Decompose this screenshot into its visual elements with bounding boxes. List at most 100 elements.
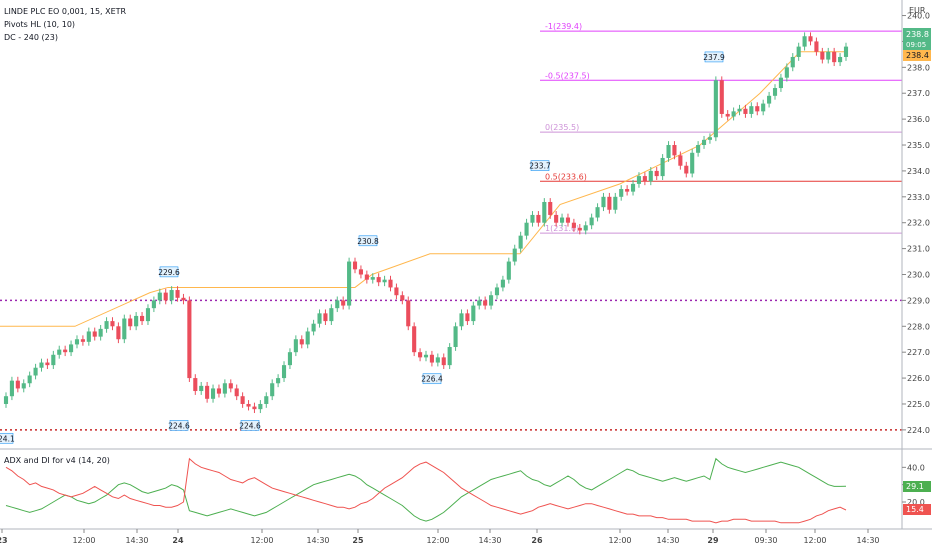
candle-body <box>494 287 500 296</box>
last-price-countdown: 09:05 <box>906 41 926 49</box>
candle-body <box>678 155 683 166</box>
pivot-box <box>422 373 442 385</box>
last-price-badge <box>903 28 931 50</box>
candle-body <box>329 308 334 322</box>
candle-body <box>548 201 553 215</box>
candle-body <box>725 113 730 117</box>
candle-body <box>453 326 458 348</box>
candle-body <box>589 217 594 226</box>
donchian-channel <box>0 51 846 327</box>
candle-body <box>21 383 26 389</box>
candle-body <box>660 157 665 177</box>
x-tick-label: 14:30 <box>856 536 879 545</box>
candle-body <box>672 145 677 156</box>
x-tick-label: 12:00 <box>72 536 95 545</box>
candle-body <box>731 111 736 117</box>
candle-body <box>157 292 162 301</box>
candle-body <box>843 46 849 57</box>
candle-body <box>299 339 304 345</box>
candle-body <box>838 56 843 63</box>
candle-body <box>707 137 712 140</box>
candle-body <box>252 406 257 410</box>
donchian-value: 238.4 <box>906 51 929 60</box>
candle-body <box>814 41 819 52</box>
candle-body <box>489 295 494 306</box>
candle-body <box>39 362 44 368</box>
candle-body <box>500 279 505 288</box>
y-tick-label: 235.0 <box>907 141 930 150</box>
candle-body <box>181 297 186 301</box>
donchian-line <box>0 51 846 327</box>
pivot-box <box>240 420 260 431</box>
candle-body <box>577 227 582 231</box>
candle-body <box>323 313 328 322</box>
candle-body <box>151 300 156 309</box>
x-tick-label: 14:30 <box>478 536 501 545</box>
x-tick-label: 23 <box>0 536 8 545</box>
candle-body <box>51 354 56 366</box>
candle-body <box>406 300 411 327</box>
candle-body <box>276 378 281 384</box>
x-tick-label: 24 <box>172 536 184 545</box>
candle-body <box>33 367 38 376</box>
candle-body <box>471 305 476 322</box>
candle-body <box>613 196 618 210</box>
candle-body <box>583 225 588 231</box>
candle-body <box>684 165 689 174</box>
candle-body <box>749 106 754 114</box>
di-minus-value: 15.4 <box>906 505 924 514</box>
di-minus-line <box>5 457 847 524</box>
pivot-label: 233.7 <box>529 162 551 171</box>
adx-di-panel <box>5 457 847 524</box>
candle-body <box>187 300 192 379</box>
candle-body <box>435 357 440 363</box>
candle-body <box>565 217 571 223</box>
candle-body <box>246 403 251 407</box>
x-tick-label: 14:30 <box>306 536 329 545</box>
candle-body <box>240 396 245 404</box>
candle-body <box>737 108 742 112</box>
pivot-box <box>704 51 724 63</box>
pivot-label: 224.6 <box>239 421 261 430</box>
candle-body <box>347 261 352 306</box>
legend-donchian: DC - 240 (23) <box>4 33 58 42</box>
di-tick-label: 40.0 <box>907 463 925 472</box>
y-tick-label: 230.0 <box>907 270 930 279</box>
candle-body <box>45 362 50 366</box>
last-price-value: 238.8 <box>906 30 929 39</box>
candle-body <box>199 385 204 392</box>
candle-body <box>506 261 511 280</box>
candle-body <box>412 326 417 353</box>
candle-body <box>175 290 180 298</box>
legend-adx: ADX and DI for v4 (14, 20) <box>4 456 110 465</box>
x-tick-label: 12:00 <box>608 536 631 545</box>
candle-body <box>69 344 74 353</box>
donchian-badge <box>903 50 931 61</box>
candle-body <box>654 170 659 177</box>
candle-body <box>459 313 464 327</box>
y-tick-label: 237.0 <box>907 89 930 98</box>
candle-body <box>169 290 174 301</box>
y-tick-label: 234.0 <box>907 167 930 176</box>
candle-body <box>287 352 292 366</box>
candle-body <box>542 201 547 223</box>
candle-body <box>400 295 405 301</box>
candle-body <box>9 380 14 397</box>
candle-body <box>666 145 671 158</box>
x-tick-label: 25 <box>352 536 364 545</box>
candle-body <box>394 287 399 296</box>
candle-body <box>619 189 624 197</box>
candle-body <box>358 269 363 275</box>
candle-body <box>524 222 529 236</box>
candle-body <box>388 279 393 288</box>
candle-body <box>441 357 446 366</box>
candle-body <box>352 261 358 270</box>
candle-body <box>116 326 121 340</box>
candle-body <box>560 217 565 223</box>
candle-body <box>376 277 381 283</box>
candle-body <box>790 56 795 68</box>
pivot-box <box>358 235 378 247</box>
fib-level-label: -0.5(237.5) <box>545 71 590 80</box>
